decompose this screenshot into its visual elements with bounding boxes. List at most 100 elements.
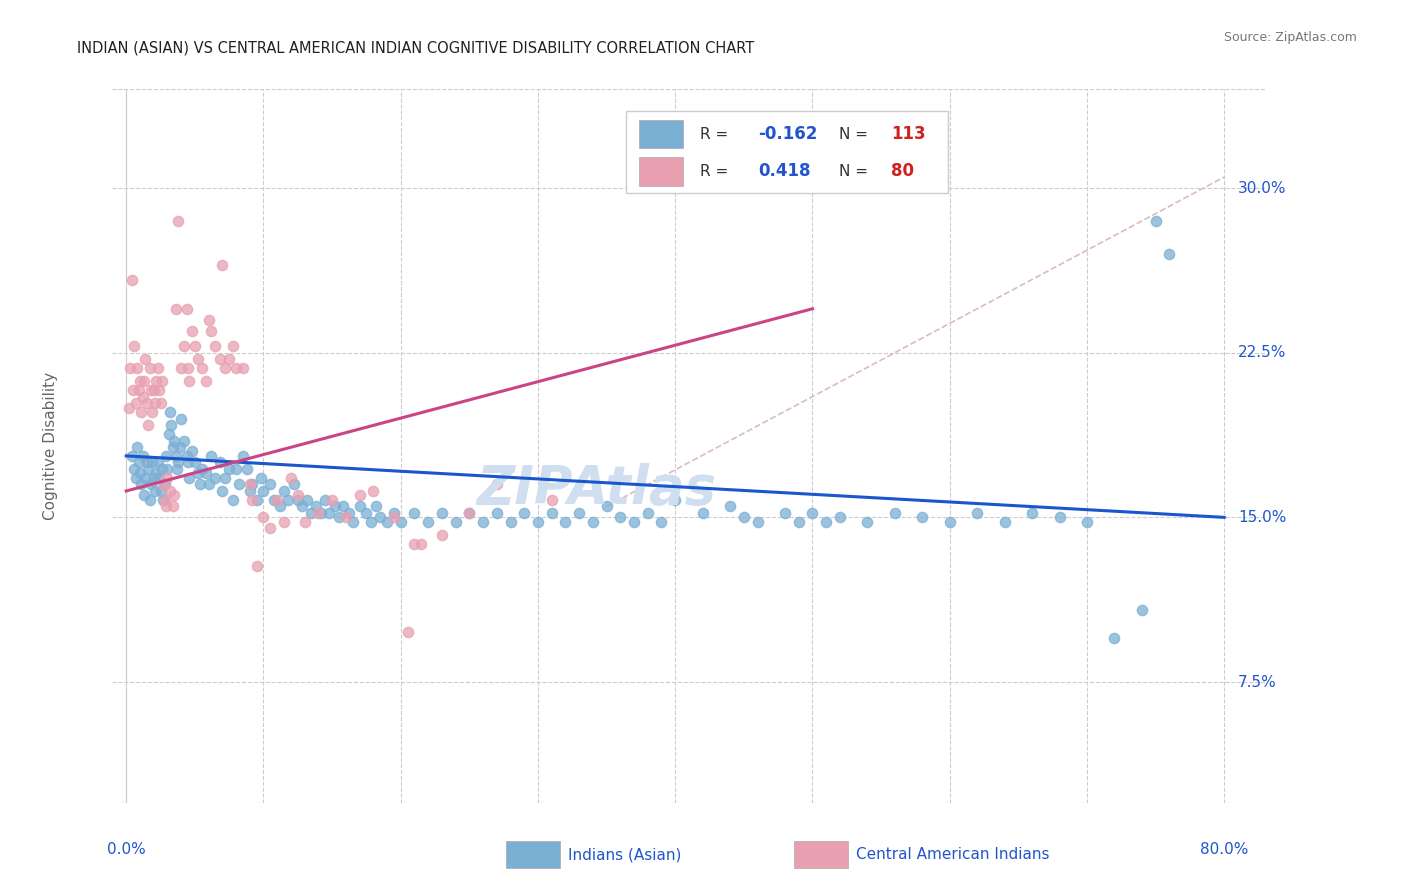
Point: [966, 506, 988, 520]
Point: [595, 500, 617, 514]
Point: [1144, 214, 1167, 228]
Point: [211, 258, 233, 272]
Text: 7.5%: 7.5%: [1237, 674, 1277, 690]
Point: [664, 492, 686, 507]
Point: [499, 515, 522, 529]
Point: [335, 510, 357, 524]
Text: N =: N =: [839, 164, 873, 178]
Point: [208, 352, 231, 367]
Point: [214, 361, 236, 376]
Point: [148, 471, 170, 485]
Point: [314, 492, 336, 507]
Point: [773, 506, 796, 520]
Point: [485, 506, 508, 520]
Point: [349, 488, 371, 502]
Point: [364, 500, 387, 514]
Text: 80.0%: 80.0%: [1201, 842, 1249, 857]
Point: [188, 477, 211, 491]
Point: [152, 477, 174, 491]
Point: [404, 506, 426, 520]
Point: [176, 301, 198, 316]
Point: [396, 624, 419, 639]
Point: [163, 434, 186, 448]
Point: [328, 510, 350, 524]
Point: [157, 426, 180, 441]
Point: [165, 301, 187, 316]
Point: [184, 455, 207, 469]
Point: [124, 339, 146, 353]
Point: [166, 462, 188, 476]
Point: [273, 515, 295, 529]
Point: [252, 483, 274, 498]
Text: 0.0%: 0.0%: [107, 842, 146, 857]
Point: [269, 500, 291, 514]
Point: [321, 492, 343, 507]
Point: [242, 477, 264, 491]
Point: [150, 374, 173, 388]
Point: [136, 418, 159, 433]
Text: 30.0%: 30.0%: [1237, 180, 1286, 195]
Point: [1130, 602, 1153, 616]
Point: [225, 361, 247, 376]
Point: [129, 477, 153, 491]
Point: [801, 506, 824, 520]
Point: [856, 515, 879, 529]
Point: [153, 492, 176, 507]
Point: [239, 477, 262, 491]
Point: [650, 515, 672, 529]
Point: [568, 506, 591, 520]
Point: [266, 492, 288, 507]
Point: [404, 537, 426, 551]
Point: [249, 471, 271, 485]
Point: [609, 510, 631, 524]
Point: [430, 506, 453, 520]
Point: [200, 449, 222, 463]
Point: [156, 462, 179, 476]
Point: [179, 471, 201, 485]
Point: [242, 492, 264, 507]
Point: [129, 405, 153, 419]
Point: [163, 488, 186, 502]
Point: [143, 396, 166, 410]
Point: [155, 500, 177, 514]
Point: [181, 444, 204, 458]
Point: [176, 449, 198, 463]
Point: [177, 361, 200, 376]
Point: [747, 515, 769, 529]
Point: [138, 492, 160, 507]
FancyBboxPatch shape: [626, 111, 948, 193]
Point: [375, 515, 398, 529]
Point: [214, 471, 236, 485]
Text: 0.418: 0.418: [758, 162, 811, 180]
Point: [291, 500, 314, 514]
Point: [173, 339, 195, 353]
Point: [139, 383, 162, 397]
Point: [430, 528, 453, 542]
Point: [145, 374, 167, 388]
Point: [139, 477, 162, 491]
Point: [228, 477, 250, 491]
Point: [297, 492, 319, 507]
Point: [156, 471, 179, 485]
Point: [1104, 631, 1126, 645]
Point: [159, 483, 181, 498]
Point: [132, 488, 155, 502]
Point: [994, 515, 1017, 529]
Point: [142, 383, 165, 397]
Point: [342, 515, 364, 529]
Point: [187, 352, 209, 367]
Point: [179, 374, 201, 388]
Point: [134, 352, 156, 367]
Point: [184, 339, 207, 353]
Point: [160, 418, 183, 433]
Point: [146, 455, 169, 469]
Point: [121, 273, 143, 287]
Point: [162, 440, 184, 454]
Point: [623, 515, 645, 529]
Point: [131, 449, 153, 463]
Point: [287, 488, 309, 502]
Point: [883, 506, 905, 520]
Point: [236, 462, 259, 476]
Point: [1021, 506, 1043, 520]
Text: Cognitive Disability: Cognitive Disability: [44, 372, 58, 520]
